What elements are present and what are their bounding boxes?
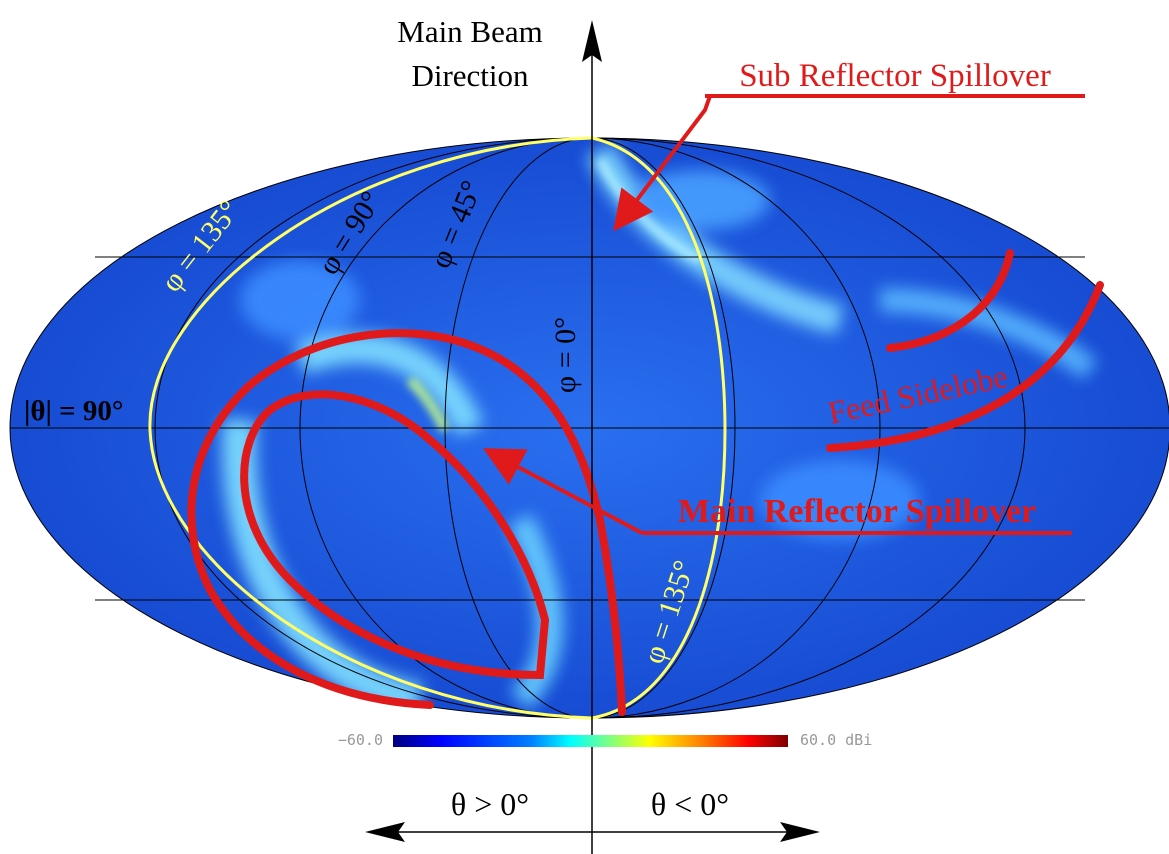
theta-positive-label: θ > 0° — [451, 786, 529, 822]
theta-direction-arrows: θ > 0° θ < 0° — [365, 786, 820, 842]
main-beam-label-line2: Direction — [411, 58, 529, 93]
feed-sidelobe-inner-curve — [886, 249, 1014, 352]
main-spillover-outer-curve — [187, 329, 626, 716]
pattern-texture — [222, 143, 1098, 717]
main-spillover-pointer — [482, 448, 643, 535]
main-spillover-inner-curve — [240, 390, 550, 680]
main-beam-label-line1: Main Beam — [397, 14, 543, 49]
highlight-curves — [187, 249, 1104, 716]
colorbar: −60.0 60.0 dBi — [338, 731, 872, 749]
phi-135-curve-left — [148, 136, 593, 720]
phi-135-curve-right — [591, 136, 727, 720]
right-arrow-icon — [780, 822, 820, 842]
colorbar-gradient — [393, 735, 788, 747]
annotation-arrows — [482, 94, 1085, 535]
theta-90-label: |θ| = 90° — [24, 395, 124, 427]
sub-spillover-pointer — [613, 95, 712, 232]
colorbar-min-label: −60.0 — [338, 731, 383, 749]
feed-sidelobe-outer-curve — [826, 281, 1104, 452]
left-arrow-icon — [365, 822, 405, 842]
phi-135-curves — [148, 136, 727, 720]
sub-spillover-label: Sub Reflector Spillover — [739, 58, 1051, 94]
main-spillover-label: Main Reflector Spillover — [678, 493, 1036, 530]
phi-0-label: φ = 0° — [549, 317, 582, 393]
mollweide-map — [9, 136, 1169, 720]
theta-negative-label: θ < 0° — [651, 786, 729, 822]
colorbar-max-label: 60.0 dBi — [800, 731, 872, 749]
main-beam-arrow-icon — [582, 20, 602, 62]
